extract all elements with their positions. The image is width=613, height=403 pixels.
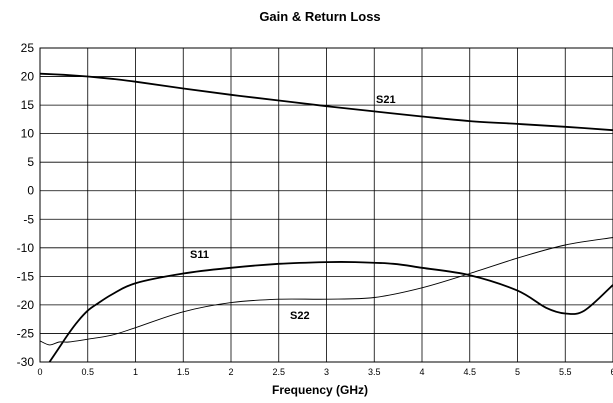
x-tick-label: 5 <box>515 367 520 377</box>
x-axis-ticks: 00.511.522.533.544.555.56 <box>37 367 613 377</box>
y-tick-label: 5 <box>27 155 34 169</box>
x-axis-label: Frequency (GHz) <box>272 383 368 397</box>
x-tick-label: 0.5 <box>81 367 94 377</box>
y-tick-label: 25 <box>21 41 35 55</box>
x-tick-label: 5.5 <box>559 367 572 377</box>
y-tick-label: 0 <box>27 184 34 198</box>
x-tick-label: 2 <box>228 367 233 377</box>
x-tick-label: 0 <box>37 367 42 377</box>
series-line-s11 <box>50 262 613 362</box>
y-tick-label: -25 <box>17 326 35 340</box>
x-tick-label: 1 <box>133 367 138 377</box>
x-tick-label: 3 <box>324 367 329 377</box>
y-tick-label: -10 <box>17 241 35 255</box>
y-tick-label: -20 <box>17 298 35 312</box>
annotation-s11: S11 <box>190 249 209 261</box>
grid-lines <box>40 48 613 362</box>
y-tick-label: 10 <box>21 127 35 141</box>
x-tick-label: 1.5 <box>177 367 190 377</box>
x-tick-label: 4.5 <box>463 367 476 377</box>
chart-title: Gain & Return Loss <box>259 9 380 24</box>
annotation-s22: S22 <box>290 310 310 322</box>
y-tick-label: 15 <box>21 98 35 112</box>
y-tick-label: -30 <box>17 355 35 369</box>
y-tick-label: -15 <box>17 269 35 283</box>
y-axis-ticks: 25 20 15 10 5 0 -5 -10 -15 -20 -25 -30 <box>17 41 35 369</box>
x-tick-label: 4 <box>419 367 424 377</box>
annotation-s21: S21 <box>376 94 396 106</box>
y-tick-label: 20 <box>21 70 35 84</box>
x-tick-label: 3.5 <box>368 367 381 377</box>
y-tick-label: -5 <box>23 212 34 226</box>
x-tick-label: 2.5 <box>272 367 285 377</box>
